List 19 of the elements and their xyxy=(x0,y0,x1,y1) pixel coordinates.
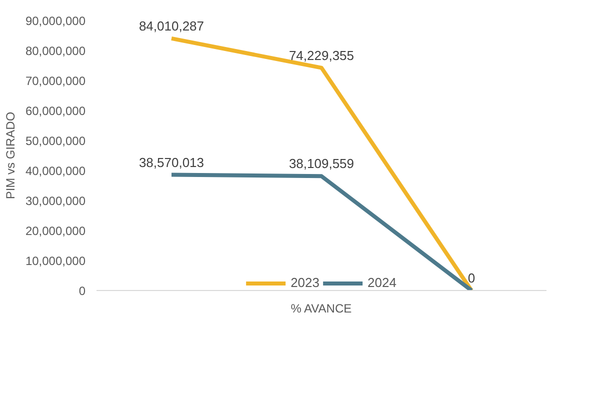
data-label: 0 xyxy=(468,270,476,286)
data-label: 74,229,355 xyxy=(288,48,354,63)
y-tick-label: 60,000,000 xyxy=(25,104,86,118)
y-tick-label: 70,000,000 xyxy=(25,74,86,88)
y-tick-label: 40,000,000 xyxy=(25,164,86,178)
y-tick-label: 50,000,000 xyxy=(25,134,86,148)
data-label: 38,109,559 xyxy=(288,156,354,172)
y-tick-label: 0 xyxy=(78,284,86,298)
y-tick-label: 20,000,000 xyxy=(25,224,86,238)
legend-label: 2024 xyxy=(368,275,396,290)
legend-label: 2023 xyxy=(290,275,320,290)
y-tick-label: 90,000,000 xyxy=(25,14,86,28)
data-label: 38,570,013 xyxy=(138,154,204,170)
y-axis-title: PIM vs GIRADO xyxy=(3,112,18,200)
x-axis-title: % AVANCE xyxy=(290,302,352,316)
y-tick-label: 10,000,000 xyxy=(25,254,86,268)
y-tick-label: 80,000,000 xyxy=(25,44,86,58)
y-tick-label: 30,000,000 xyxy=(25,194,86,208)
data-label: 84,010,287 xyxy=(138,18,204,34)
